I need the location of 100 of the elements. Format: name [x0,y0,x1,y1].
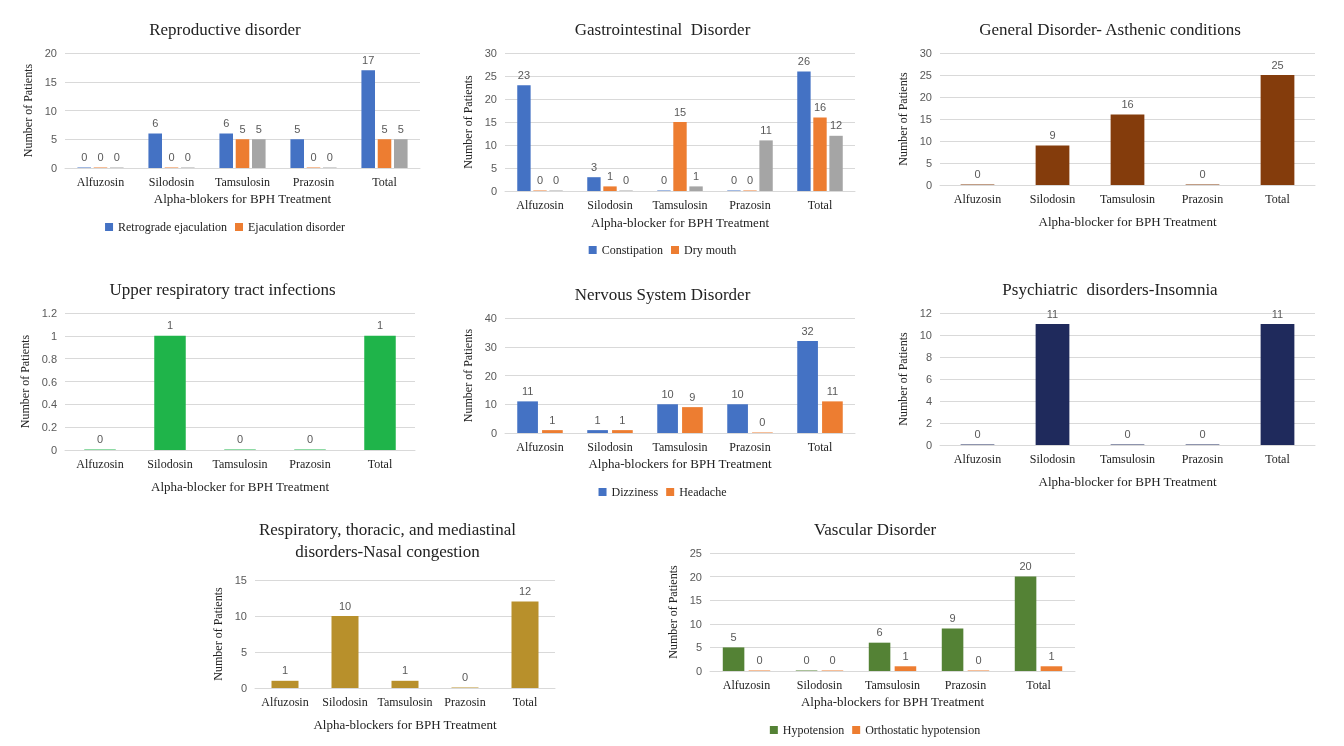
bar [391,680,419,688]
bar [797,71,811,191]
chart-title: Reproductive disorder [149,19,302,39]
bar [219,133,233,168]
data-label: 9 [1049,128,1056,141]
data-label: 0 [553,174,560,186]
y-tick-label: 15 [234,574,247,586]
data-label: 1 [166,319,174,332]
bar [235,139,250,168]
x-tick-label: Prazosin [289,457,331,471]
y-tick-label: 40 [484,312,497,324]
bar [331,616,359,688]
y-tick-label: 1 [50,329,57,342]
x-tick-label: Prazosin [444,695,486,709]
x-tick-label: Silodosin [587,440,633,454]
data-label: 0 [536,174,544,186]
bar [542,430,563,433]
bar [394,139,408,168]
legend-label: Orthostatic hypotension [865,723,981,737]
data-label: 25 [1271,58,1284,71]
x-tick-label: Alfuzosin [722,678,771,692]
x-tick-label: Tamsulosin [377,695,433,709]
data-label: 1 [549,413,556,426]
data-label: 16 [813,100,827,113]
data-label: 0 [326,151,333,163]
x-tick-label: Alfuzosin [953,192,1002,206]
y-tick-label: 10 [689,617,702,630]
y-tick-label: 0 [490,427,497,439]
bar [822,401,843,433]
data-label: 6 [223,117,230,129]
x-tick-label: Silodosin [796,678,843,692]
data-label: 0 [1199,168,1206,180]
x-tick-label: Total [807,198,833,212]
data-label: 0 [660,174,667,186]
y-axis-title: Number of Patients [20,63,35,158]
bar [722,647,745,671]
x-tick-label: Prazosin [1181,452,1224,466]
y-tick-label: 20 [689,570,702,583]
data-label: 5 [730,630,737,643]
bar [1260,75,1295,185]
data-label: 1 [902,649,909,662]
x-axis-title: Alpha-blockers for BPH Treatment [588,456,772,471]
y-tick-label: 20 [484,369,497,382]
x-axis-title: Alpha-blokers for BPH Treatment [153,191,332,206]
legend-label: Ejaculation disorder [247,220,345,234]
data-label: 0 [1199,428,1206,440]
data-label: 17 [362,53,375,66]
y-tick-label: 0 [490,185,497,197]
legend-label: Retrograde ejaculation [118,220,227,234]
data-label: 10 [338,599,352,612]
bar [290,139,304,168]
y-tick-label: 30 [484,340,497,353]
x-axis-title: Alpha-blocker for BPH Treatment [1038,214,1217,229]
bar [657,404,678,433]
x-axis-title: Alpha-blocker for BPH Treatment [150,479,330,494]
data-label: 0 [730,174,737,186]
y-axis-title: Number of Patients [895,332,910,426]
x-tick-label: Total [372,175,398,189]
x-tick-label: Silodosin [148,175,195,189]
y-tick-label: 0 [50,162,57,174]
data-label: 10 [661,387,674,400]
x-axis-title: Alpha-blockers for BPH Treatment [800,694,985,709]
data-label: 0 [81,151,88,163]
y-axis-title: Number of Patients [665,565,680,659]
bar [517,401,538,433]
legend-label: Dry mouth [684,243,737,257]
y-tick-label: 25 [689,547,702,559]
data-label: 1 [606,169,614,182]
legend-label: Headache [679,485,727,499]
x-tick-label: Tamsulosin [864,678,921,692]
legend-label: Hypotension [782,723,845,737]
bar [587,177,601,191]
data-label: 23 [517,68,531,81]
data-label: 32 [801,324,814,337]
data-label: 11 [760,123,772,136]
y-axis-title: Number of Patients [895,72,910,166]
x-tick-label: Tamsulosin [214,175,271,189]
x-tick-label: Total [367,457,393,471]
bar [894,666,917,671]
y-tick-label: 5 [925,157,932,169]
y-tick-label: 0.8 [41,352,57,365]
y-tick-label: 12 [919,307,932,319]
data-label: 12 [829,119,843,132]
x-tick-label: Tamsulosin [1099,192,1156,206]
y-axis-title: Number of Patients [210,587,225,681]
chart-title: Upper respiratory tract infections [109,279,336,299]
y-tick-label: 20 [919,91,932,103]
y-tick-label: 8 [925,351,932,363]
y-axis-title: Number of Patients [460,328,475,423]
bar [673,122,687,191]
y-tick-label: 10 [44,104,57,117]
data-label: 1 [401,664,409,677]
x-tick-label: Prazosin [1181,192,1224,206]
data-label: 5 [381,122,388,135]
chart-title: Nervous System Disorder [574,284,751,304]
x-tick-label: Tamsulosin [212,457,268,471]
y-tick-label: 4 [925,395,932,407]
data-label: 1 [376,319,384,332]
bar [829,135,843,191]
x-tick-label: Alfuzosin [76,457,124,471]
